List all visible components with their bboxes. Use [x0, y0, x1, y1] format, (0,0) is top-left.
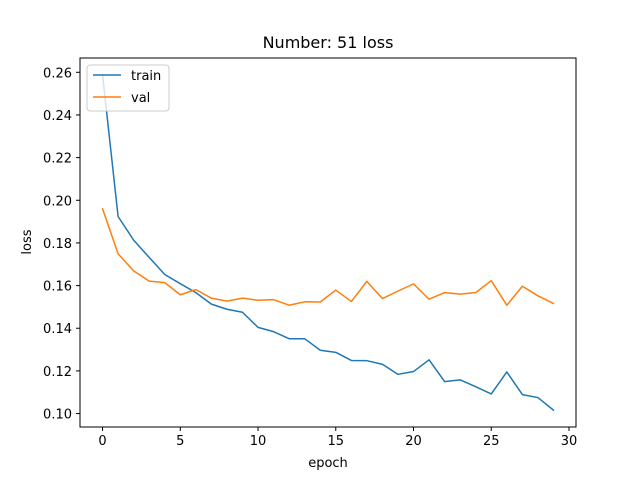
x-tick-label: 25: [483, 434, 500, 449]
x-tick-label: 5: [176, 434, 184, 449]
legend-label-val: val: [131, 91, 150, 106]
y-tick-label: 0.18: [43, 237, 72, 252]
plot-area: [101, 74, 555, 412]
y-tick-label: 0.20: [43, 194, 72, 209]
legend-box: [86, 64, 170, 112]
y-tick-label: 0.26: [43, 66, 72, 81]
y-tick-label: 0.24: [43, 109, 72, 124]
y-tick-label: 0.14: [43, 322, 72, 337]
legend-label-train: train: [131, 69, 161, 84]
y-tick-label: 0.16: [43, 280, 72, 295]
chart-title: Number: 51 loss: [263, 33, 394, 52]
y-tick-label: 0.10: [43, 408, 72, 423]
axes-frame: [79, 57, 577, 428]
x-tick-label: 15: [328, 434, 345, 449]
series-line-val: [101, 207, 555, 306]
x-axis-label: epoch: [308, 456, 348, 471]
y-axis-label: loss: [20, 229, 35, 254]
series-line-train: [101, 74, 555, 412]
y-tick-label: 0.22: [43, 152, 72, 167]
legend: train val: [86, 64, 170, 112]
x-tick-label: 0: [98, 434, 106, 449]
x-tick-label: 30: [561, 434, 578, 449]
x-tick-label: 10: [250, 434, 267, 449]
y-tick-label: 0.12: [43, 365, 72, 380]
x-tick-label: 20: [405, 434, 422, 449]
axes-ticks: 0 5 10 15 20 25 30 0.10 0.12 0.14 0.16 0.18 0.20 0.22…: [43, 66, 577, 449]
